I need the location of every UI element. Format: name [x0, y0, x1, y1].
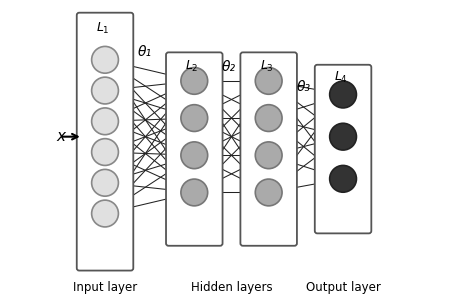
Text: θ₂: θ₂ [222, 60, 236, 74]
Circle shape [330, 81, 356, 108]
Text: $L_1$: $L_1$ [96, 21, 110, 36]
Circle shape [92, 139, 119, 165]
FancyBboxPatch shape [166, 52, 223, 246]
Text: θ₃: θ₃ [296, 80, 311, 94]
Text: θ₁: θ₁ [138, 45, 152, 59]
Circle shape [181, 67, 207, 94]
Circle shape [92, 46, 119, 73]
Circle shape [181, 179, 207, 206]
Circle shape [181, 105, 207, 131]
Text: Output layer: Output layer [305, 282, 381, 294]
FancyBboxPatch shape [315, 65, 371, 233]
Circle shape [255, 105, 282, 131]
Circle shape [255, 67, 282, 94]
FancyBboxPatch shape [77, 13, 133, 271]
Circle shape [92, 108, 119, 135]
Circle shape [330, 123, 356, 150]
Circle shape [330, 165, 356, 192]
Text: Input layer: Input layer [73, 282, 137, 294]
Circle shape [255, 179, 282, 206]
Circle shape [92, 200, 119, 227]
Text: Hidden layers: Hidden layers [191, 282, 273, 294]
Circle shape [255, 142, 282, 169]
Circle shape [181, 142, 207, 169]
Circle shape [92, 77, 119, 104]
Text: $L_2$: $L_2$ [185, 59, 199, 74]
Circle shape [92, 169, 119, 196]
Text: x: x [56, 129, 65, 144]
Text: $L_4$: $L_4$ [334, 70, 348, 85]
FancyBboxPatch shape [240, 52, 297, 246]
Text: $L_3$: $L_3$ [260, 59, 273, 74]
